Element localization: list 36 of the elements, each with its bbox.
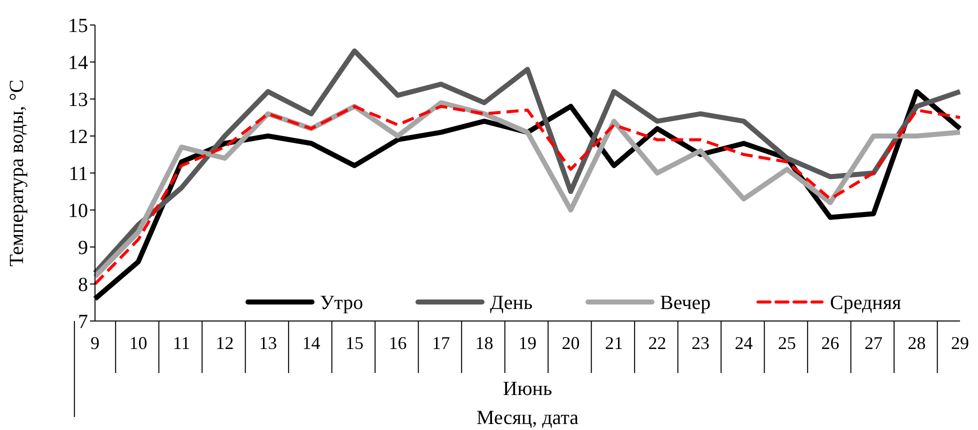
x-tick-label: 14 (302, 333, 320, 353)
y-tick-label: 8 (78, 274, 88, 296)
x-tick-label: 17 (432, 333, 450, 353)
x-tick-label: 16 (388, 333, 407, 353)
x-tick-label: 27 (864, 333, 882, 353)
y-tick-label: 10 (68, 200, 88, 222)
text: Июнь (502, 378, 552, 400)
x-tick-label: 25 (778, 333, 796, 353)
x-tick-label: 10 (129, 333, 148, 353)
legend-label: Средняя (830, 292, 902, 314)
x-tick-label: 26 (821, 333, 840, 353)
x-tick-label: 21 (605, 333, 623, 353)
x-tick-label: 18 (475, 333, 494, 353)
y-tick-label: 9 (78, 237, 88, 260)
x-tick-label: 23 (692, 333, 710, 353)
x-tick-label: 13 (259, 333, 277, 353)
x-axis-title: Месяц, дата (476, 407, 579, 429)
y-tick-label: 13 (68, 89, 88, 112)
legend-label: Утро (320, 292, 364, 314)
x-tick-label: 24 (734, 333, 753, 353)
y-axis-title: Температура воды, °С (6, 80, 28, 266)
x-tick-label: 15 (346, 333, 364, 353)
y-tick-label: 7 (78, 311, 88, 334)
x-tick-label: 22 (648, 333, 666, 353)
x-tick-label: 29 (951, 333, 969, 353)
x-tick-label: 20 (562, 333, 580, 353)
y-tick-label: 12 (68, 126, 88, 148)
legend-label: Вечер (660, 292, 711, 314)
legend-label: День (490, 292, 533, 314)
y-tick-label: 14 (68, 52, 88, 74)
y-tick-label: 15 (68, 15, 88, 38)
x-tick-label: 19 (518, 333, 536, 353)
x-tick-label: 12 (216, 333, 234, 353)
x-tick-label: 11 (172, 333, 190, 353)
x-tick-label: 28 (908, 333, 926, 353)
y-tick-label: 11 (68, 163, 88, 186)
